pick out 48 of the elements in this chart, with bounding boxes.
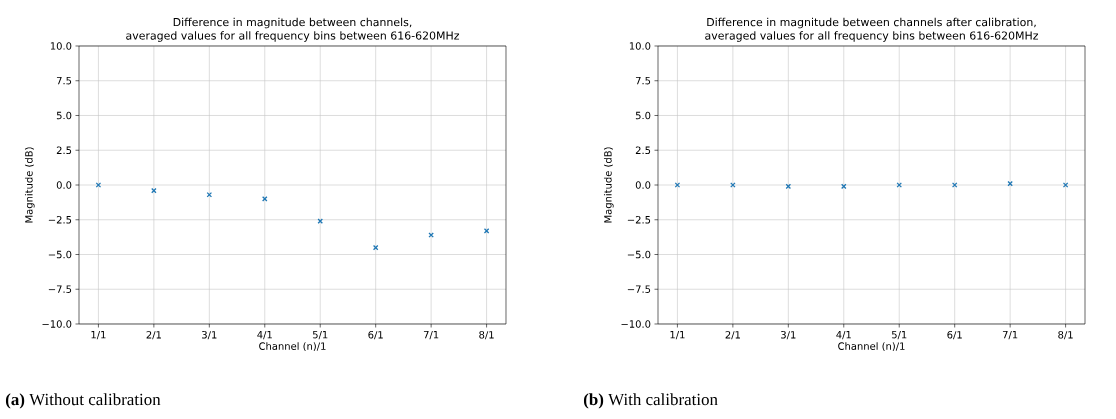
chart-subtitle: averaged values for all frequency bins between 616-620MHz: [705, 31, 1039, 42]
y-tick-label: 7.5: [56, 77, 72, 85]
y-tick-label: −7.5: [627, 285, 651, 293]
x-tick-label: 8/1: [479, 331, 494, 340]
x-tick-label: 8/1: [1058, 331, 1073, 340]
y-tick-label: 10.0: [629, 42, 651, 50]
x-tick-label: 2/1: [146, 331, 161, 340]
text: (b) With calibration: [583, 393, 718, 409]
x-axis-title: Channel (n)/1: [259, 342, 326, 352]
x-tick-label: 5/1: [891, 331, 907, 340]
y-axis-title: Magnitude (dB): [603, 147, 614, 223]
x-axis-title: Channel (n)/1: [838, 342, 905, 352]
point: [372, 244, 379, 251]
x-tick-label: 2/1: [725, 331, 740, 340]
y-tick-label: 0.0: [56, 181, 72, 189]
x-tick-label: 4/1: [257, 331, 272, 340]
x-tick-label: 1/1: [670, 331, 685, 340]
y-tick-label: 2.5: [56, 146, 72, 155]
y-tick-label: −2.5: [627, 215, 651, 224]
x-tick-label: 7/1: [1002, 331, 1018, 340]
x-tick-label: 4/1: [836, 331, 851, 340]
y-tick-label: 2.5: [635, 146, 651, 155]
y-tick-label: 0.0: [635, 181, 651, 189]
y-tick-label: −2.5: [48, 215, 72, 224]
chart-subtitle: averaged values for all frequency bins between 616-620MHz: [126, 31, 460, 42]
x-tick-label: 7/1: [423, 331, 439, 340]
chart-title: Difference in magnitude between channels after calibration,: [707, 17, 1036, 29]
y-tick-label: −5.0: [627, 250, 651, 259]
x-tick-label: 6/1: [947, 331, 962, 340]
y-tick-label: −7.5: [48, 285, 72, 293]
point: [262, 196, 268, 202]
x-tick-label: 3/1: [781, 331, 796, 340]
y-tick-label: −5.0: [48, 250, 72, 259]
x-tick-label: 6/1: [368, 331, 383, 340]
x-tick-label: 1/1: [91, 331, 106, 340]
text: (a) Without calibration: [5, 393, 161, 409]
y-tick-label: 5.0: [56, 111, 72, 120]
y-tick-label: −10.0: [621, 320, 651, 328]
y-tick-label: 7.5: [635, 77, 651, 85]
chart-title: Difference in magnitude between channels,: [173, 17, 412, 29]
x-tick-label: 5/1: [312, 331, 328, 340]
point: [428, 232, 434, 238]
y-tick-label: −10.0: [42, 320, 72, 328]
y-tick-label: 5.0: [635, 111, 651, 120]
y-tick-label: 10.0: [50, 42, 72, 50]
x-tick-label: 3/1: [202, 331, 217, 340]
y-axis-title: Magnitude (dB): [24, 147, 35, 223]
point: [317, 218, 323, 224]
